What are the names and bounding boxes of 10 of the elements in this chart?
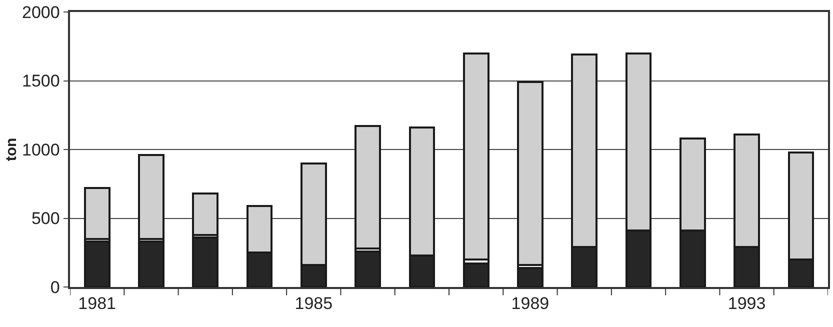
- y-tick-label: 0: [50, 278, 60, 297]
- x-tick-label: 1989: [511, 294, 550, 314]
- y-tick-label: 1500: [22, 72, 60, 91]
- y-axis-title: ton: [3, 138, 20, 162]
- y-tick-label: 500: [31, 209, 60, 228]
- x-tick-label: 1993: [728, 294, 766, 314]
- x-tick-label: 1985: [294, 294, 333, 314]
- y-tick-label: 1000: [22, 140, 60, 160]
- x-tick-label: 1981: [78, 294, 116, 314]
- y-tick-label: 2000: [22, 2, 60, 22]
